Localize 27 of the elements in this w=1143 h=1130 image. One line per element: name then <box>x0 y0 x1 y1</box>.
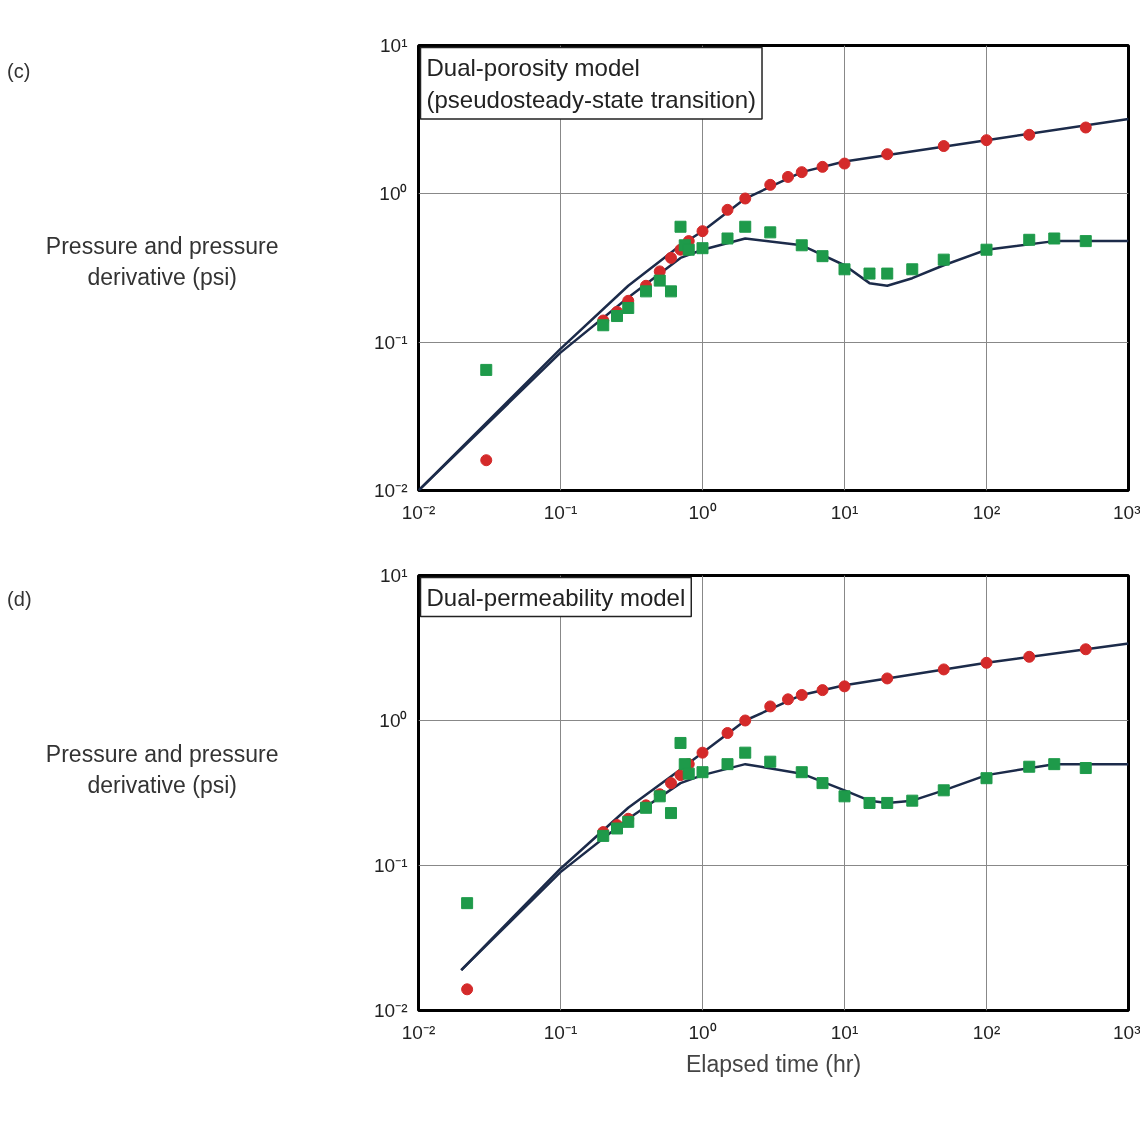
y-tick-label: 10¹ <box>380 35 408 56</box>
y-tick-label: 10⁻¹ <box>374 331 408 353</box>
x-tick-label: 10¹ <box>830 1021 859 1043</box>
x-tick-label: 10³ <box>1113 1021 1141 1043</box>
annotation: Dual-permeability model <box>426 583 686 611</box>
x-tick-label: 10² <box>972 501 1001 523</box>
y-tick-label: 10⁰ <box>379 183 408 205</box>
x-tick-label: 10¹ <box>830 501 859 523</box>
text: (c) <box>7 59 31 82</box>
text: (d) <box>7 587 32 610</box>
y-tick-label: 10⁻² <box>374 1000 408 1021</box>
x-tick-label: 10⁰ <box>688 1021 717 1043</box>
x-tick-label: 10³ <box>1113 501 1141 523</box>
x-tick-label: 10² <box>972 1021 1001 1043</box>
y-tick-label: 10⁻² <box>374 480 408 501</box>
x-tick-label: 10⁻¹ <box>543 501 578 523</box>
x-tick-label: 10⁻² <box>401 1021 436 1043</box>
y-tick-label: 10⁻¹ <box>374 855 408 876</box>
y-tick-label: 10¹ <box>380 565 408 586</box>
y-axis-title: Pressure and pressure derivative (psi) <box>45 741 279 799</box>
x-tick-label: 10⁻¹ <box>543 1021 578 1043</box>
y-tick-label: 10⁰ <box>379 710 408 731</box>
x-tick-label: 10⁰ <box>688 501 717 523</box>
x-axis-title: Elapsed time (hr) <box>685 1050 862 1077</box>
annotation: Dual-porosity model (pseudosteady-state transition) <box>426 53 757 113</box>
x-tick-label: 10⁻² <box>401 501 436 523</box>
y-axis-title: Pressure and pressure derivative (psi) <box>45 233 279 291</box>
